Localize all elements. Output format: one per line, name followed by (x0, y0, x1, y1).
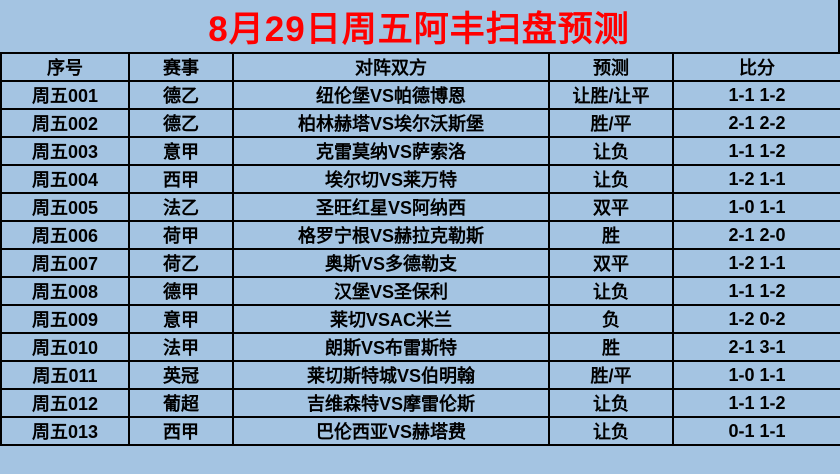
cell-matchup: 奥斯VS多德勒支 (232, 248, 550, 278)
table-row: 周五008 德甲 汉堡VS圣保利 让负 1-1 1-2 (0, 276, 840, 306)
cell-matchup: 吉维森特VS摩雷伦斯 (232, 388, 550, 418)
cell-sequence: 周五003 (0, 136, 130, 166)
cell-sequence: 周五008 (0, 276, 130, 306)
cell-matchup: 格罗宁根VS赫拉克勒斯 (232, 220, 550, 250)
page-title: 8月29日周五阿丰扫盘预测 (0, 0, 840, 52)
cell-matchup: 埃尔切VS莱万特 (232, 164, 550, 194)
cell-score: 1-0 1-1 (672, 360, 840, 390)
cell-score: 2-1 2-0 (672, 220, 840, 250)
cell-league: 德乙 (128, 108, 234, 138)
table-row: 周五009 意甲 莱切VSAC米兰负 1-2 0-2 (0, 304, 840, 334)
cell-sequence: 周五012 (0, 388, 130, 418)
cell-prediction: 负 (548, 304, 674, 334)
cell-prediction: 胜/平 (548, 108, 674, 138)
cell-league: 法甲 (128, 332, 234, 362)
cell-league: 葡超 (128, 388, 234, 418)
cell-score: 1-1 1-2 (672, 276, 840, 306)
cell-matchup: 汉堡VS圣保利 (232, 276, 550, 306)
table-body: 周五001 德乙 纽伦堡VS帕德博恩 让胜/让平 1-1 1-2 周五002 德乙 柏林赫塔V… (0, 80, 840, 446)
cell-prediction: 让负 (548, 136, 674, 166)
cell-league: 荷甲 (128, 220, 234, 250)
prediction-table: 序号 赛事 对阵双方 预测 比分 周五001 德乙 纽伦堡VS帕德博恩 让胜/让平 1-… (0, 52, 840, 446)
cell-sequence: 周五001 (0, 80, 130, 110)
cell-prediction: 让负 (548, 164, 674, 194)
cell-sequence: 周五010 (0, 332, 130, 362)
cell-prediction: 让负 (548, 388, 674, 418)
cell-sequence: 周五009 (0, 304, 130, 334)
cell-league: 德甲 (128, 276, 234, 306)
cell-score: 1-2 0-2 (672, 304, 840, 334)
table-row: 周五005 法乙 圣旺红星VS阿纳西 双平 1-0 1-1 (0, 192, 840, 222)
cell-prediction: 让负 (548, 276, 674, 306)
cell-league: 意甲 (128, 304, 234, 334)
cell-prediction: 胜/平 (548, 360, 674, 390)
cell-score: 0-1 1-1 (672, 416, 840, 446)
cell-score: 2-1 3-1 (672, 332, 840, 362)
cell-sequence: 周五011 (0, 360, 130, 390)
cell-score: 1-0 1-1 (672, 192, 840, 222)
cell-league: 法乙 (128, 192, 234, 222)
cell-sequence: 周五006 (0, 220, 130, 250)
cell-score: 2-1 2-2 (672, 108, 840, 138)
cell-score: 1-1 1-2 (672, 80, 840, 110)
cell-matchup: 柏林赫塔VS埃尔沃斯堡 (232, 108, 550, 138)
cell-matchup: 纽伦堡VS帕德博恩 (232, 80, 550, 110)
header-league: 赛事 (128, 52, 234, 82)
table-row: 周五002 德乙 柏林赫塔VS埃尔沃斯堡 胜/平 2-1 2-2 (0, 108, 840, 138)
cell-sequence: 周五002 (0, 108, 130, 138)
cell-score: 1-1 1-2 (672, 136, 840, 166)
header-sequence: 序号 (0, 52, 130, 82)
table-row: 周五006 荷甲 格罗宁根VS赫拉克勒斯胜 2-1 2-0 (0, 220, 840, 250)
cell-score: 1-2 1-1 (672, 164, 840, 194)
cell-score: 1-2 1-1 (672, 248, 840, 278)
cell-prediction: 让负 (548, 416, 674, 446)
cell-league: 荷乙 (128, 248, 234, 278)
table-header-row: 序号 赛事 对阵双方 预测 比分 (0, 52, 840, 82)
header-matchup: 对阵双方 (232, 52, 550, 82)
cell-prediction: 胜 (548, 332, 674, 362)
cell-sequence: 周五005 (0, 192, 130, 222)
cell-prediction: 双平 (548, 248, 674, 278)
cell-matchup: 圣旺红星VS阿纳西 (232, 192, 550, 222)
cell-league: 西甲 (128, 164, 234, 194)
cell-prediction: 让胜/让平 (548, 80, 674, 110)
cell-league: 西甲 (128, 416, 234, 446)
cell-league: 意甲 (128, 136, 234, 166)
table-row: 周五001 德乙 纽伦堡VS帕德博恩 让胜/让平 1-1 1-2 (0, 80, 840, 110)
cell-matchup: 莱切斯特城VS伯明翰 (232, 360, 550, 390)
cell-matchup: 朗斯VS布雷斯特 (232, 332, 550, 362)
table-row: 周五003 意甲 克雷莫纳VS萨索洛 让负 1-1 1-2 (0, 136, 840, 166)
table-row: 周五011 英冠 莱切斯特城VS伯明翰 胜/平 1-0 1-1 (0, 360, 840, 390)
table-row: 周五012 葡超 吉维森特VS摩雷伦斯 让负 1-1 1-2 (0, 388, 840, 418)
header-prediction: 预测 (548, 52, 674, 82)
cell-league: 德乙 (128, 80, 234, 110)
cell-prediction: 双平 (548, 192, 674, 222)
table-row: 周五010 法甲 朗斯VS布雷斯特胜 2-1 3-1 (0, 332, 840, 362)
table-row: 周五007 荷乙 奥斯VS多德勒支 双平 1-2 1-1 (0, 248, 840, 278)
cell-sequence: 周五007 (0, 248, 130, 278)
cell-sequence: 周五004 (0, 164, 130, 194)
cell-prediction: 胜 (548, 220, 674, 250)
cell-matchup: 巴伦西亚VS赫塔费 (232, 416, 550, 446)
table-row: 周五013 西甲 巴伦西亚VS赫塔费 让负 0-1 1-1 (0, 416, 840, 446)
table-row: 周五004 西甲 埃尔切VS莱万特 让负 1-2 1-1 (0, 164, 840, 194)
cell-sequence: 周五013 (0, 416, 130, 446)
cell-score: 1-1 1-2 (672, 388, 840, 418)
cell-matchup: 莱切VSAC米兰 (232, 304, 550, 334)
cell-league: 英冠 (128, 360, 234, 390)
header-score: 比分 (672, 52, 840, 82)
cell-matchup: 克雷莫纳VS萨索洛 (232, 136, 550, 166)
